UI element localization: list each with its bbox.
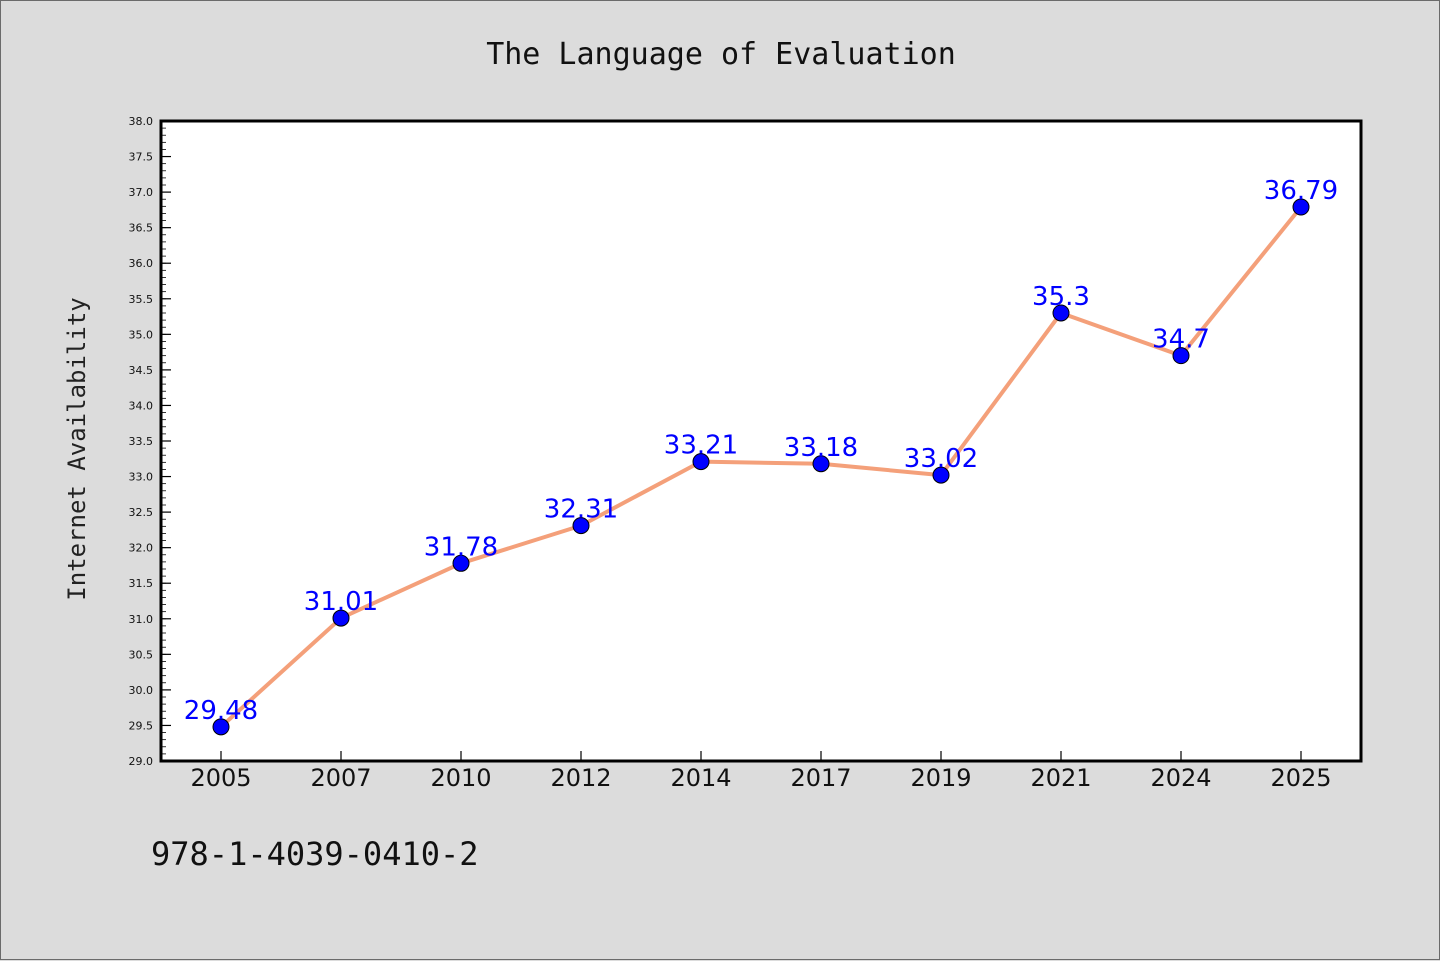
y-tick-label: 34.5 (129, 364, 154, 377)
data-label: 33.21 (664, 431, 738, 461)
y-tick-label: 35.5 (129, 293, 154, 306)
y-tick-label: 37.0 (129, 186, 154, 199)
data-point (812, 455, 830, 473)
x-tick-label: 2012 (550, 764, 611, 792)
data-point (1172, 347, 1190, 365)
data-point (692, 453, 710, 471)
y-tick-label: 34.0 (129, 399, 154, 412)
data-label: 31.01 (304, 587, 378, 617)
y-tick-label: 29.5 (129, 719, 154, 732)
chart-title: The Language of Evaluation (486, 37, 956, 72)
data-label: 33.02 (904, 444, 978, 474)
data-point (1052, 304, 1070, 322)
data-series (212, 198, 1310, 736)
data-point (572, 517, 590, 535)
data-point (212, 718, 230, 736)
y-tick-label: 32.0 (129, 542, 154, 555)
data-label: 29.48 (184, 696, 258, 726)
x-axis-ticks: 2005 2007 2010 2012 2014 2017 2019 2021 2024 2025 (190, 751, 1332, 792)
y-tick-label: 30.0 (129, 684, 154, 697)
y-tick-label: 30.5 (129, 648, 154, 661)
x-tick-label: 2005 (190, 764, 251, 792)
series-line (219, 205, 1303, 729)
y-tick-label: 31.0 (129, 613, 154, 626)
data-point (1292, 198, 1310, 216)
data-point (332, 609, 350, 627)
y-tick-label: 35.0 (129, 328, 154, 341)
x-tick-label: 2010 (430, 764, 491, 792)
y-tick-label: 29.0 (129, 755, 154, 768)
y-tick-label: 31.5 (129, 577, 154, 590)
data-labels: 29.48 31.01 31.78 32.31 33.21 33.18 33.02 35.3 3… (184, 176, 1338, 726)
x-tick-label: 2024 (1150, 764, 1211, 792)
plot-area (159, 119, 1363, 763)
x-tick-label: 2019 (910, 764, 971, 792)
y-tick-label: 32.5 (129, 506, 154, 519)
isbn-text: 978-1-4039-0410-2 (151, 835, 479, 873)
data-point (932, 466, 950, 484)
y-tick-label: 36.5 (129, 222, 154, 235)
y-tick-label: 37.5 (129, 151, 154, 164)
x-tick-label: 2014 (670, 764, 731, 792)
data-label: 33.18 (784, 433, 858, 463)
data-label: 36.79 (1264, 176, 1338, 206)
y-tick-label: 33.0 (129, 471, 154, 484)
x-tick-label: 2025 (1270, 764, 1331, 792)
y-tick-label: 36.0 (129, 257, 154, 270)
data-label: 34.7 (1152, 325, 1210, 355)
data-label: 35.3 (1032, 282, 1090, 312)
x-tick-label: 2021 (1030, 764, 1091, 792)
y-tick-label: 33.5 (129, 435, 154, 448)
y-tick-label: 38.0 (129, 115, 154, 128)
data-label: 32.31 (544, 495, 618, 525)
x-tick-label: 2007 (310, 764, 371, 792)
x-tick-label: 2017 (790, 764, 851, 792)
y-axis-label: Internet Availability (63, 297, 91, 600)
y-axis-ticks: 29.0 29.5 30.0 30.5 31.0 31.5 32.0 32.5 33.0 33.5… (129, 115, 171, 768)
data-point (452, 554, 470, 572)
data-label: 31.78 (424, 532, 498, 562)
